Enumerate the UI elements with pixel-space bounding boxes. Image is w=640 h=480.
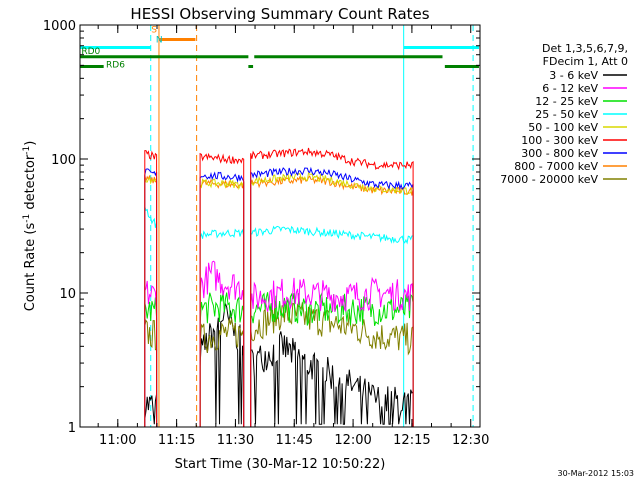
x-tick-label-5: 12:15 — [393, 433, 430, 448]
x-axis: 11:00 11:15 11:30 11:45 12:00 12:15 12:30 — [97, 25, 489, 448]
y-tick-label-1: 10 — [59, 287, 76, 302]
legend-label-0: 3 - 6 keV — [549, 69, 598, 82]
x-tick-label-1: 11:15 — [158, 433, 195, 448]
x-tick-label-2: 11:30 — [217, 433, 254, 448]
legend-label-2: 12 - 25 keV — [535, 95, 598, 108]
x-tick-label-0: 11:00 — [99, 433, 136, 448]
flag-label-0: RD0 — [81, 47, 100, 57]
legend-header-2: FDecim 1, Att 0 — [543, 55, 628, 68]
y-tick-label-2: 100 — [51, 153, 76, 168]
legend-label-4: 50 - 100 keV — [528, 121, 598, 134]
x-axis-label: Start Time (30-Mar-12 10:50:22) — [175, 457, 386, 472]
legend-label-1: 6 - 12 keV — [542, 82, 598, 95]
legend-header-1: Det 1,3,5,6,7,9, — [542, 42, 628, 55]
legend-label-7: 800 - 7000 keV — [514, 160, 598, 173]
y-axis: 1 10 100 1000 — [43, 19, 480, 436]
legend: Det 1,3,5,6,7,9, FDecim 1, Att 0 3 - 6 k… — [500, 42, 628, 186]
y-axis-label-main: Count Rate (s — [23, 223, 38, 312]
series-line-1 — [144, 166, 414, 427]
y-axis-label-exp2: -1 — [22, 146, 32, 155]
series-line-4 — [144, 206, 414, 427]
x-tick-label-4: 12:00 — [334, 433, 371, 448]
y-axis-label-end: ) — [23, 141, 38, 146]
legend-label-8: 7000 - 20000 keV — [500, 173, 598, 186]
y-tick-label-3: 1000 — [43, 19, 76, 34]
series-line-5 — [144, 260, 414, 427]
x-tick-label-3: 11:45 — [276, 433, 313, 448]
y-tick-label-0: 1 — [68, 421, 76, 436]
plot-area: RD0 RD6 SN — [80, 25, 479, 427]
y-axis-label-exp1: -1 — [22, 214, 32, 223]
legend-label-3: 25 - 50 keV — [535, 108, 598, 121]
flag-label-2: S — [151, 25, 157, 35]
y-axis-label-mid: detector — [23, 154, 38, 214]
series-line-0 — [144, 147, 414, 427]
flag-label-1: RD6 — [106, 61, 125, 71]
series-line-8 — [144, 303, 414, 427]
y-axis-label: Count Rate (s-1 detector-1) — [22, 141, 38, 312]
footer-timestamp: 30-Mar-2012 15:03 — [558, 469, 635, 478]
x-tick-label-6: 12:30 — [452, 433, 489, 448]
chart-title: HESSI Observing Summary Count Rates — [130, 5, 429, 23]
plot-frame — [79, 24, 481, 428]
series-line-2 — [144, 171, 414, 427]
flag-label-3: N — [156, 36, 163, 46]
legend-label-5: 100 - 300 keV — [521, 134, 598, 147]
legend-label-6: 300 - 800 keV — [521, 147, 598, 160]
